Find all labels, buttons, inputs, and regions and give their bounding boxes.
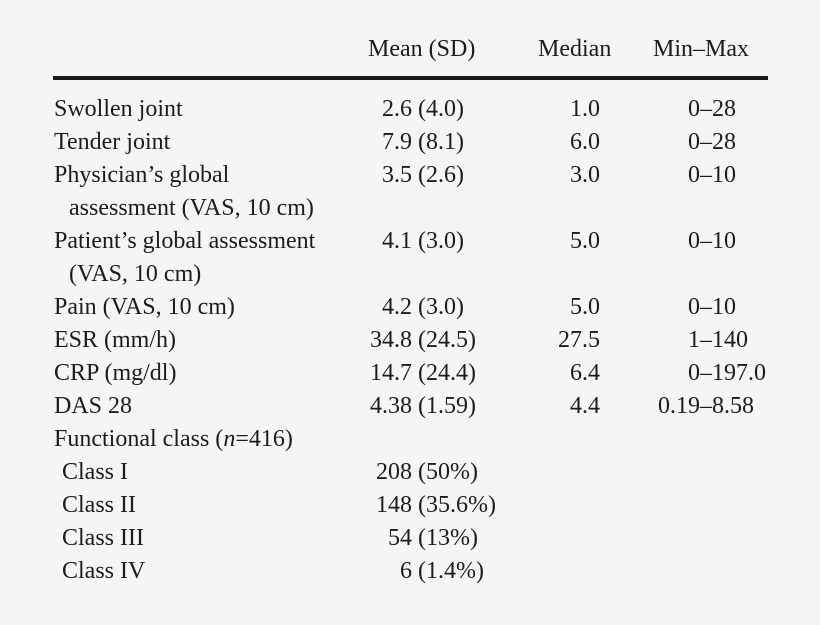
table-row-section: Functional class (n=416) xyxy=(0,423,820,456)
table-row: ESR (mm/h) 34.8 (24.5) 27.5 1 – 140 xyxy=(0,324,820,357)
percent-value: (1.4%) xyxy=(418,558,484,584)
column-header-median: Median xyxy=(538,36,612,62)
section-label-post: =416) xyxy=(235,426,293,452)
mean-value: 34.8 xyxy=(370,327,412,353)
sd-value: (8.1) xyxy=(418,129,464,155)
percent-value: (50%) xyxy=(418,459,478,485)
median-value: 6.0 xyxy=(570,129,600,155)
endash: – xyxy=(700,294,712,320)
row-label: Swollen joint xyxy=(54,96,183,122)
row-label: ESR (mm/h) xyxy=(54,327,177,353)
median-value: 1.0 xyxy=(570,96,600,122)
min-value: 1 xyxy=(688,327,700,353)
min-value: 0 xyxy=(688,360,700,386)
endash: – xyxy=(700,360,712,386)
count-value: 6 xyxy=(400,558,412,584)
table-row-sub: Class IV 6 (1.4%) xyxy=(0,555,820,588)
row-label: Pain (VAS, 10 cm) xyxy=(54,294,235,320)
max-value: 197.0 xyxy=(712,360,766,386)
header-rule xyxy=(53,76,768,80)
row-label-section: Functional class (n=416) xyxy=(0,426,358,453)
mean-value: 7.9 xyxy=(382,129,412,155)
sd-value: (3.0) xyxy=(418,228,464,254)
median-value: 4.4 xyxy=(570,393,600,419)
count-value: 208 xyxy=(376,459,412,485)
row-label: Tender joint xyxy=(54,129,171,155)
max-value: 28 xyxy=(712,129,736,155)
table-body: Swollen joint 2.6 (4.0) 1.0 0 – 28 Tende… xyxy=(0,93,820,588)
table-row-sub: Class II 148 (35.6%) xyxy=(0,489,820,522)
max-value: 10 xyxy=(712,162,736,188)
table-row: Patient’s global assessment 4.1 (3.0) 5.… xyxy=(0,225,820,258)
table-row: Tender joint 7.9 (8.1) 6.0 0 – 28 xyxy=(0,126,820,159)
count-value: 54 xyxy=(388,525,412,551)
table-row: CRP (mg/dl) 14.7 (24.4) 6.4 0 – 197.0 xyxy=(0,357,820,390)
count-value: 148 xyxy=(376,492,412,518)
min-value: 0.19 xyxy=(658,393,700,419)
max-value: 28 xyxy=(712,96,736,122)
median-value: 27.5 xyxy=(558,327,600,353)
sd-value: (24.4) xyxy=(418,360,476,386)
table-row: DAS 28 4.38 (1.59) 4.4 0.19 – 8.58 xyxy=(0,390,820,423)
sd-value: (3.0) xyxy=(418,294,464,320)
endash: – xyxy=(700,228,712,254)
row-label: Class II xyxy=(62,492,136,518)
table-row: Pain (VAS, 10 cm) 4.2 (3.0) 5.0 0 – 10 xyxy=(0,291,820,324)
table-row-sub: Class III 54 (13%) xyxy=(0,522,820,555)
min-value: 0 xyxy=(688,162,700,188)
table-header-row: Mean (SD) Median Min–Max xyxy=(0,36,820,64)
max-value: 8.58 xyxy=(712,393,754,419)
sd-value: (2.6) xyxy=(418,162,464,188)
row-label: Class I xyxy=(62,459,128,485)
min-value: 0 xyxy=(688,228,700,254)
median-value: 3.0 xyxy=(570,162,600,188)
table-row-sub: Class I 208 (50%) xyxy=(0,456,820,489)
min-value: 0 xyxy=(688,96,700,122)
mean-value: 4.2 xyxy=(382,294,412,320)
row-label: Class IV xyxy=(62,558,146,584)
table-row-continuation: assessment (VAS, 10 cm) xyxy=(0,192,820,225)
column-header-min-max: Min–Max xyxy=(653,36,749,62)
endash: – xyxy=(700,129,712,155)
median-value: 5.0 xyxy=(570,228,600,254)
row-label: Physician’s global xyxy=(54,162,230,188)
mean-value: 4.38 xyxy=(370,393,412,419)
row-label: CRP (mg/dl) xyxy=(54,360,177,386)
max-value: 10 xyxy=(712,294,736,320)
min-value: 0 xyxy=(688,129,700,155)
median-value: 6.4 xyxy=(570,360,600,386)
sd-value: (24.5) xyxy=(418,327,476,353)
row-label: Patient’s global assessment xyxy=(54,228,316,254)
section-label-n-italic: n xyxy=(223,426,236,452)
min-value: 0 xyxy=(688,294,700,320)
mean-value: 3.5 xyxy=(382,162,412,188)
sd-value: (4.0) xyxy=(418,96,464,122)
percent-value: (13%) xyxy=(418,525,478,551)
endash: – xyxy=(700,96,712,122)
sd-value: (1.59) xyxy=(418,393,476,419)
max-value: 10 xyxy=(712,228,736,254)
section-label-pre: Functional class ( xyxy=(54,426,224,452)
table-row-continuation: (VAS, 10 cm) xyxy=(0,258,820,291)
column-header-mean-sd: Mean (SD) xyxy=(368,36,476,62)
row-label-continuation: (VAS, 10 cm) xyxy=(69,261,202,287)
row-label: DAS 28 xyxy=(54,393,133,419)
endash: – xyxy=(700,393,712,419)
row-label: Class III xyxy=(62,525,144,551)
mean-value: 4.1 xyxy=(382,228,412,254)
mean-value: 2.6 xyxy=(382,96,412,122)
table-row: Physician’s global 3.5 (2.6) 3.0 0 – 10 xyxy=(0,159,820,192)
table-row: Swollen joint 2.6 (4.0) 1.0 0 – 28 xyxy=(0,93,820,126)
median-value: 5.0 xyxy=(570,294,600,320)
max-value: 140 xyxy=(712,327,748,353)
row-label-continuation: assessment (VAS, 10 cm) xyxy=(69,195,314,221)
mean-value: 14.7 xyxy=(370,360,412,386)
percent-value: (35.6%) xyxy=(418,492,496,518)
endash: – xyxy=(700,162,712,188)
endash: – xyxy=(700,327,712,353)
